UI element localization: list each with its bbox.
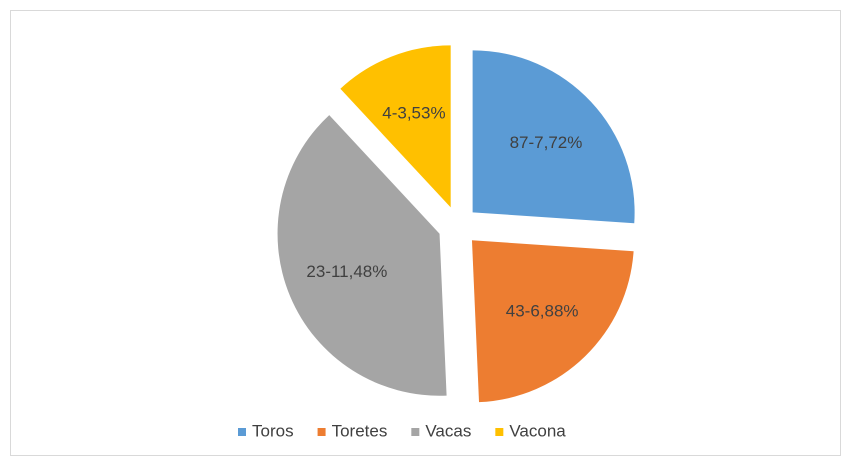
- pie-slice: [277, 115, 447, 396]
- data-label: 23-11,48%: [306, 262, 387, 281]
- legend-label: Vacona: [509, 421, 566, 440]
- legend-label: Toros: [252, 421, 294, 440]
- legend-swatch: [495, 428, 504, 436]
- legend-label: Vacas: [425, 421, 471, 440]
- data-label: 4-3,53%: [382, 103, 445, 122]
- pie-slice: [472, 50, 635, 224]
- legend-label: Toretes: [332, 421, 388, 440]
- legend-swatch: [411, 428, 420, 436]
- legend-swatch: [238, 428, 246, 436]
- legend-swatch: [317, 428, 326, 436]
- data-label: 87-7,72%: [510, 133, 583, 152]
- data-label: 43-6,88%: [506, 302, 579, 321]
- pie-slice: [471, 240, 634, 403]
- pie-slice: [340, 45, 451, 208]
